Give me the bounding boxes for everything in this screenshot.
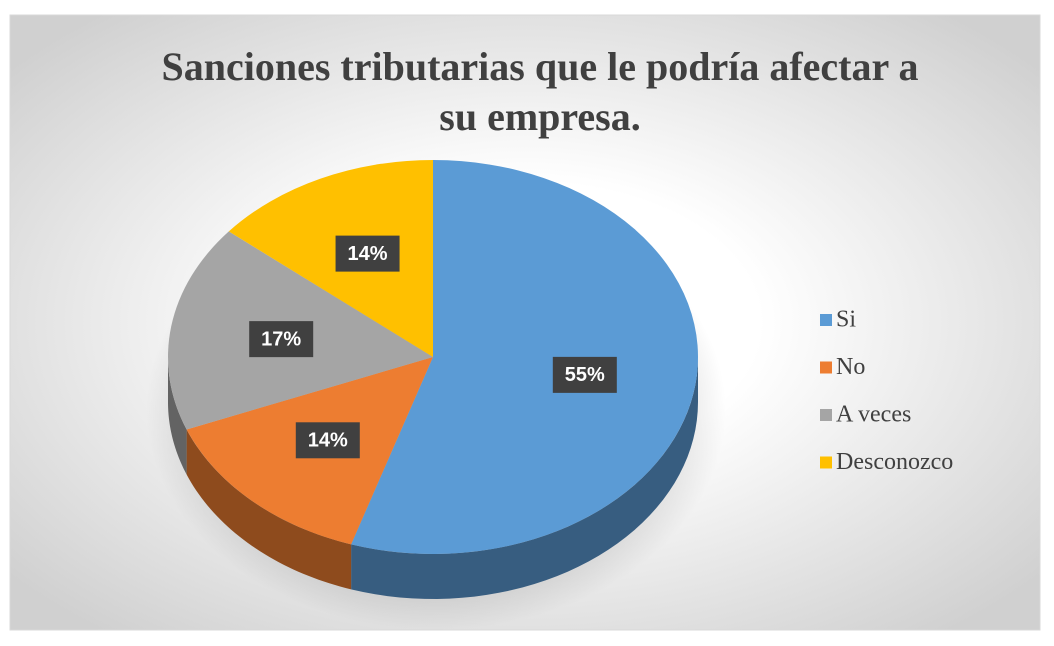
chart-title: Sanciones tributarias que le podría afec… [161,44,919,139]
legend-label: A veces [836,402,911,428]
slice-top [351,160,698,554]
slice-side [168,357,187,475]
data-label: 14% [308,430,348,452]
data-label: 55% [565,364,605,386]
legend-swatch [820,456,832,469]
data-label-box [249,321,314,358]
legend-swatch [820,409,832,421]
slice-side [186,429,352,590]
pie-slice [351,160,698,599]
legend-swatch [820,314,832,326]
legend-swatch [820,361,832,374]
slice-top [228,160,433,357]
slice-side [351,357,698,599]
data-label-box [335,235,400,272]
data-label: 14% [348,243,388,265]
data-label: 17% [261,328,301,350]
data-label-box [295,422,360,459]
legend-label: No [836,354,865,380]
legend-label: Desconozco [836,449,953,475]
pie-slice [228,160,433,357]
legend-label: Si [836,307,856,333]
data-label-box [552,356,617,393]
